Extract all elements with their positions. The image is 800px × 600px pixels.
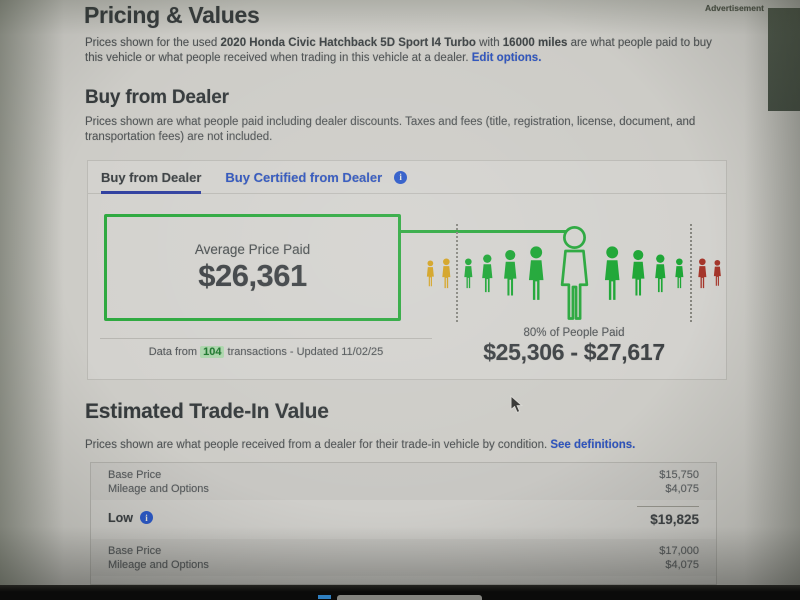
person-icon — [482, 253, 493, 292]
person-icon — [697, 257, 707, 288]
condition-label: Low — [108, 510, 133, 525]
transactions-note: Data from 104 transactions - Updated 11/… — [100, 346, 432, 358]
person-icon — [503, 249, 517, 296]
range-boundary-divider — [689, 224, 692, 322]
trade-in-heading: Estimated Trade-In Value — [85, 400, 329, 423]
trade-in-table: Base Price $15,750 Mileage and Options $… — [90, 462, 717, 585]
connector-line — [401, 230, 571, 233]
condition-row-low[interactable]: Low i $19,825 — [91, 500, 716, 536]
transaction-count: 104 — [200, 346, 225, 358]
row-value: $17,000 — [659, 545, 699, 557]
taskbar-window-sliver — [337, 595, 482, 600]
price-breakdown-group: Base Price $15,750 Mileage and Options $… — [91, 463, 716, 500]
person-icon — [426, 259, 434, 286]
person-icon — [714, 259, 722, 286]
tab-label: Buy from Dealer — [101, 169, 202, 185]
browser-viewport: Advertisement Pricing & Values Prices sh… — [0, 0, 800, 585]
person-icon — [655, 253, 666, 292]
price-breakdown-group: Base Price $17,000 Mileage and Options $… — [91, 539, 716, 576]
person-icon — [529, 245, 544, 300]
page-title: Pricing & Values — [84, 2, 260, 28]
ad-banner — [768, 8, 800, 111]
table-row: Mileage and Options $4,075 — [91, 482, 716, 496]
total-divider — [637, 506, 699, 507]
row-value: $4,075 — [665, 483, 699, 495]
row-label: Mileage and Options — [108, 559, 209, 571]
pricing-card: Buy from Dealer Buy Certified from Deale… — [87, 160, 727, 380]
see-definitions-link[interactable]: See definitions. — [550, 439, 636, 451]
low-condition-info-icon[interactable]: i — [140, 511, 153, 524]
table-row: Base Price $17,000 — [91, 544, 716, 558]
person-icon — [675, 257, 684, 288]
average-person-icon — [560, 225, 588, 320]
taskbar-icon-sliver — [318, 595, 331, 599]
buy-from-dealer-description: Prices shown are what people paid includ… — [85, 116, 696, 143]
average-price-label: Average Price Paid — [194, 242, 311, 257]
range-value: $25,306 - $27,617 — [483, 339, 665, 365]
vehicle-name: 2020 Honda Civic Hatchback 5D Sport I4 T… — [220, 37, 476, 49]
intro-text: Prices shown for the used 2020 Honda Civ… — [85, 36, 717, 66]
certified-info-icon[interactable]: i — [394, 170, 408, 184]
intro-mid: with — [475, 37, 503, 49]
table-row: Base Price $15,750 — [91, 468, 716, 482]
mouse-cursor — [510, 394, 524, 419]
vehicle-miles: 16000 miles — [502, 37, 568, 49]
tab-bar: Buy from Dealer Buy Certified from Deale… — [88, 161, 726, 194]
person-icon — [464, 257, 473, 288]
range-label: 80% of People Paid — [523, 327, 625, 339]
row-label: Mileage and Options — [108, 483, 209, 495]
condition-total-value: $19,825 — [650, 512, 699, 527]
transactions-post: transactions - Updated 11/02/25 — [224, 346, 384, 358]
advertisement-label: Advertisement — [704, 3, 764, 13]
row-label: Base Price — [108, 545, 162, 557]
trade-in-desc-text: Prices shown are what people received fr… — [85, 439, 548, 451]
row-value: $4,075 — [665, 559, 699, 571]
intro-post: are what people paid to buy this vehicle… — [85, 37, 712, 64]
row-value: $15,750 — [659, 469, 699, 481]
table-row: Mileage and Options $4,075 — [91, 558, 716, 572]
buy-from-dealer-heading: Buy from Dealer — [85, 87, 229, 108]
person-icon — [631, 249, 645, 296]
people-chart — [424, 205, 724, 341]
tab-buy-from-dealer[interactable]: Buy from Dealer — [101, 161, 202, 194]
person-icon — [604, 245, 619, 300]
tab-label: Buy Certified from Dealer — [225, 169, 383, 185]
divider — [100, 338, 432, 339]
range-boundary-divider — [456, 224, 459, 322]
tab-buy-certified-from-dealer[interactable]: Buy Certified from Dealer — [225, 161, 382, 194]
monitor-bezel — [0, 585, 800, 600]
person-icon — [442, 257, 451, 288]
average-price-value: $26,361 — [198, 258, 307, 293]
trade-in-description: Prices shown are what people received fr… — [85, 438, 710, 453]
edit-options-link[interactable]: Edit options. — [471, 52, 542, 64]
transactions-pre: Data from — [148, 346, 201, 358]
average-price-box: Average Price Paid $26,361 — [104, 214, 401, 321]
row-label: Base Price — [108, 469, 162, 481]
intro-pre: Prices shown for the used — [85, 37, 221, 49]
